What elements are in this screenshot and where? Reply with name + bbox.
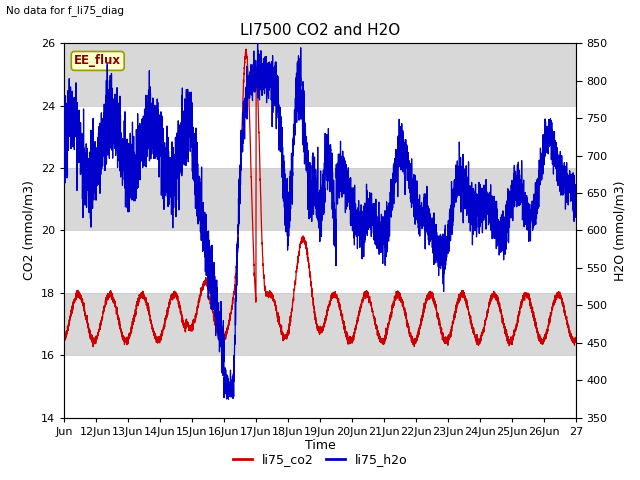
Legend: li75_co2, li75_h2o: li75_co2, li75_h2o [228,448,412,471]
Y-axis label: CO2 (mmol/m3): CO2 (mmol/m3) [22,180,35,280]
Y-axis label: H2O (mmol/m3): H2O (mmol/m3) [613,180,626,281]
Bar [64,106,576,168]
Title: LI7500 CO2 and H2O: LI7500 CO2 and H2O [240,23,400,38]
Bar [64,293,576,355]
X-axis label: Time: Time [305,439,335,453]
Bar [64,43,576,106]
Bar [64,168,576,230]
Text: No data for f_li75_diag: No data for f_li75_diag [6,5,124,16]
Bar [64,230,576,293]
Bar [64,355,576,418]
Text: EE_flux: EE_flux [74,54,121,67]
